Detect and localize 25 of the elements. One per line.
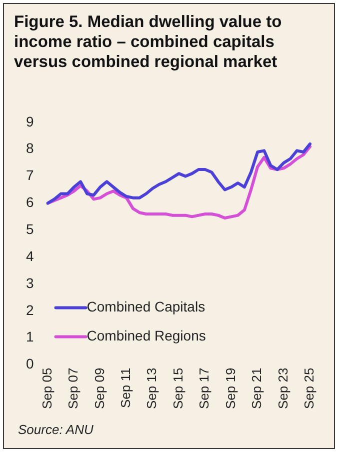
x-tick-label: Sep 13 <box>144 368 160 409</box>
x-tick-label: Sep 23 <box>275 368 290 409</box>
y-tick-label: 4 <box>26 248 34 264</box>
x-tick-label: Sep 09 <box>92 368 107 409</box>
y-tick-label: 6 <box>26 194 34 210</box>
x-tick-label: Sep 05 <box>39 368 54 409</box>
y-tick-label: 0 <box>26 356 34 372</box>
x-tick-label: Sep 19 <box>222 368 238 409</box>
y-tick-label: 1 <box>26 328 34 345</box>
y-tick-label: 9 <box>26 113 34 130</box>
y-tick-label: 8 <box>26 140 34 156</box>
y-tick-label: 2 <box>26 302 34 318</box>
legend-label: Combined Capitals <box>86 298 206 315</box>
x-tick-label: Sep 11 <box>118 368 134 408</box>
x-tick-label: Sep 07 <box>66 368 81 409</box>
y-tick-label: 3 <box>26 274 34 291</box>
y-tick-label: 7 <box>26 167 34 184</box>
y-tick-label: 5 <box>26 220 34 237</box>
chart-title: Figure 5. Median dwelling value to income ratio – combined capitals versus combined regional market <box>14 12 283 72</box>
source-note: Source: ANU <box>18 422 94 437</box>
x-tick-label: Sep 15 <box>170 368 186 409</box>
x-tick-label: Sep 17 <box>196 368 212 409</box>
legend-label: Combined Regions <box>86 328 206 344</box>
x-tick-label: Sep 21 <box>249 368 264 409</box>
x-tick-label: Sep 25 <box>302 368 317 409</box>
